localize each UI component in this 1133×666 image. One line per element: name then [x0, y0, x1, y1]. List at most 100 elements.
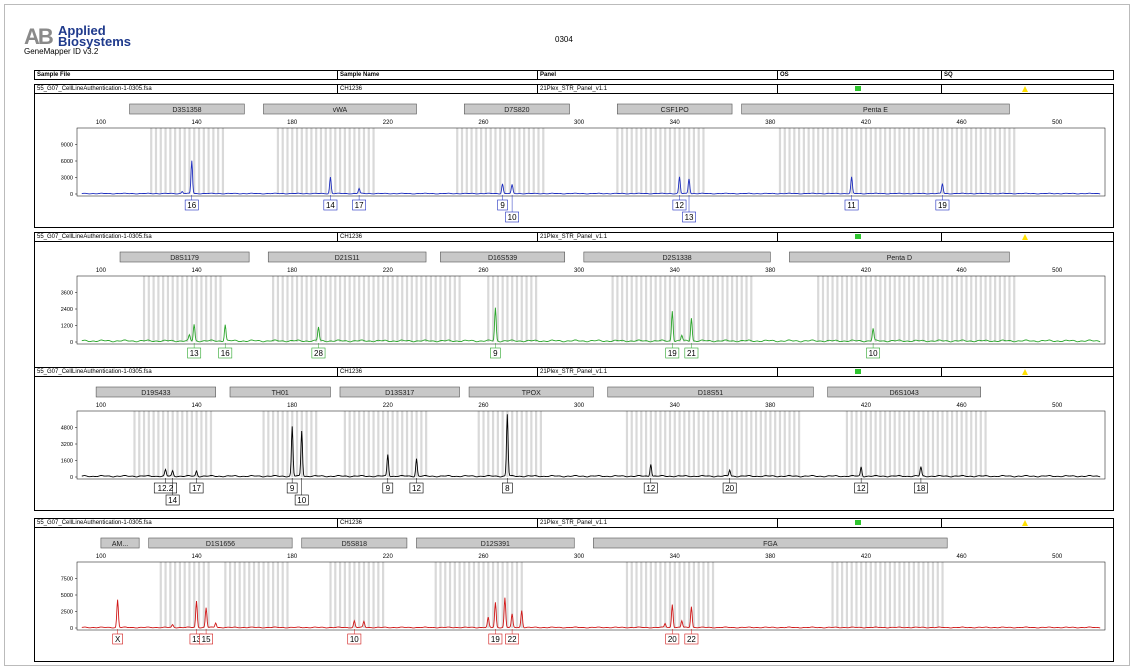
allele-call-box[interactable]: [502, 482, 513, 494]
allele-bin: [692, 276, 695, 342]
allele-call-box[interactable]: [352, 199, 367, 211]
allele-call-box[interactable]: [665, 347, 680, 359]
allele-bin: [386, 411, 389, 477]
allele-call-box[interactable]: [165, 494, 180, 506]
allele-call-box[interactable]: [684, 633, 699, 645]
allele-bin: [831, 562, 834, 628]
allele-bin: [506, 276, 509, 342]
marker-bar[interactable]: [593, 537, 948, 549]
allele-bin: [864, 562, 868, 628]
allele-bin: [898, 562, 901, 628]
marker-bar[interactable]: [741, 103, 1010, 115]
marker-label: D1S1656: [206, 541, 235, 548]
allele-call-box[interactable]: [189, 482, 204, 494]
x-tick-label: 100: [96, 120, 107, 126]
allele-bin: [513, 128, 516, 194]
marker-bar[interactable]: [583, 251, 771, 263]
marker-label: Penta D: [887, 255, 912, 262]
allele-bin: [955, 128, 958, 194]
allele-call-box[interactable]: [323, 199, 338, 211]
allele-call-label: 13: [192, 635, 201, 644]
allele-bin: [802, 128, 805, 194]
marker-bar[interactable]: [416, 537, 575, 549]
x-tick-label: 140: [192, 120, 203, 126]
allele-bin: [707, 562, 710, 628]
marker-bar[interactable]: [789, 251, 1010, 263]
allele-call-box[interactable]: [935, 199, 950, 211]
allele-call-box[interactable]: [497, 199, 508, 211]
allele-bin: [209, 276, 213, 342]
marker-bar[interactable]: [339, 386, 460, 398]
allele-bin: [484, 128, 488, 194]
allele-call-box[interactable]: [682, 211, 696, 223]
allele-call-box[interactable]: [854, 482, 869, 494]
allele-bin: [281, 276, 284, 342]
allele-call-box[interactable]: [184, 199, 199, 211]
column-sample-file: Sample File: [37, 72, 71, 78]
allele-call-box[interactable]: [643, 482, 658, 494]
x-tick-label: 220: [383, 403, 394, 409]
marker-bar[interactable]: [827, 386, 981, 398]
sample-row: 55_G07_CellLineAuthentication-1-0305.fsa…: [34, 232, 1114, 242]
allele-bin: [611, 276, 614, 342]
marker-label: TPOX: [522, 390, 541, 397]
allele-bin: [994, 128, 997, 194]
allele-call-box[interactable]: [294, 494, 309, 506]
allele-call-box[interactable]: [914, 482, 928, 494]
marker-bar[interactable]: [607, 386, 814, 398]
marker-bar[interactable]: [463, 103, 570, 115]
allele-bin: [907, 276, 911, 342]
marker-bar[interactable]: [95, 386, 216, 398]
allele-bin: [974, 276, 978, 342]
allele-bin: [721, 411, 724, 477]
allele-call-box[interactable]: [199, 633, 213, 645]
trace-line: [81, 160, 1101, 195]
allele-call-box[interactable]: [505, 633, 520, 645]
allele-call-box[interactable]: [409, 482, 424, 494]
allele-call-box[interactable]: [488, 633, 503, 645]
allele-bin: [797, 128, 801, 194]
allele-call-box[interactable]: [684, 347, 699, 359]
allele-bin: [142, 276, 146, 342]
marker-bar[interactable]: [301, 537, 408, 549]
x-tick-label: 340: [670, 554, 681, 560]
marker-bar[interactable]: [148, 537, 293, 549]
allele-bin: [520, 411, 523, 477]
allele-call-box[interactable]: [672, 199, 687, 211]
plot-frame: [76, 410, 1106, 480]
allele-bin: [869, 411, 872, 477]
allele-call-box[interactable]: [490, 347, 501, 359]
marker-bar[interactable]: [229, 386, 331, 398]
allele-call-box[interactable]: [382, 482, 394, 494]
allele-bin: [190, 411, 193, 477]
marker-bar[interactable]: [468, 386, 594, 398]
marker-bar[interactable]: [129, 103, 245, 115]
allele-bin: [845, 562, 849, 628]
allele-call-box[interactable]: [844, 199, 859, 211]
allele-call-box[interactable]: [505, 211, 520, 223]
allele-call-box[interactable]: [866, 347, 881, 359]
allele-call-box[interactable]: [112, 633, 123, 645]
marker-bar[interactable]: [263, 103, 417, 115]
allele-bin: [731, 411, 734, 477]
allele-call-box[interactable]: [722, 482, 737, 494]
allele-bin: [888, 276, 892, 342]
allele-bin: [644, 276, 648, 342]
marker-bar[interactable]: [616, 103, 733, 115]
marker-bar[interactable]: [119, 251, 250, 263]
marker-bar[interactable]: [440, 251, 566, 263]
allele-bin: [673, 411, 676, 477]
marker-bar[interactable]: [100, 537, 140, 549]
allele-call-box[interactable]: [218, 347, 233, 359]
allele-call-box[interactable]: [187, 347, 202, 359]
marker-bar[interactable]: [267, 251, 427, 263]
allele-call-box[interactable]: [347, 633, 362, 645]
allele-call-box[interactable]: [153, 482, 177, 494]
allele-call-box[interactable]: [286, 482, 298, 494]
allele-bin: [917, 128, 920, 194]
allele-call-box[interactable]: [665, 633, 680, 645]
allele-call-box[interactable]: [311, 347, 326, 359]
allele-call-label: 13: [685, 213, 694, 222]
marker-label: D19S433: [141, 390, 170, 397]
x-tick-label: 500: [1052, 403, 1063, 409]
